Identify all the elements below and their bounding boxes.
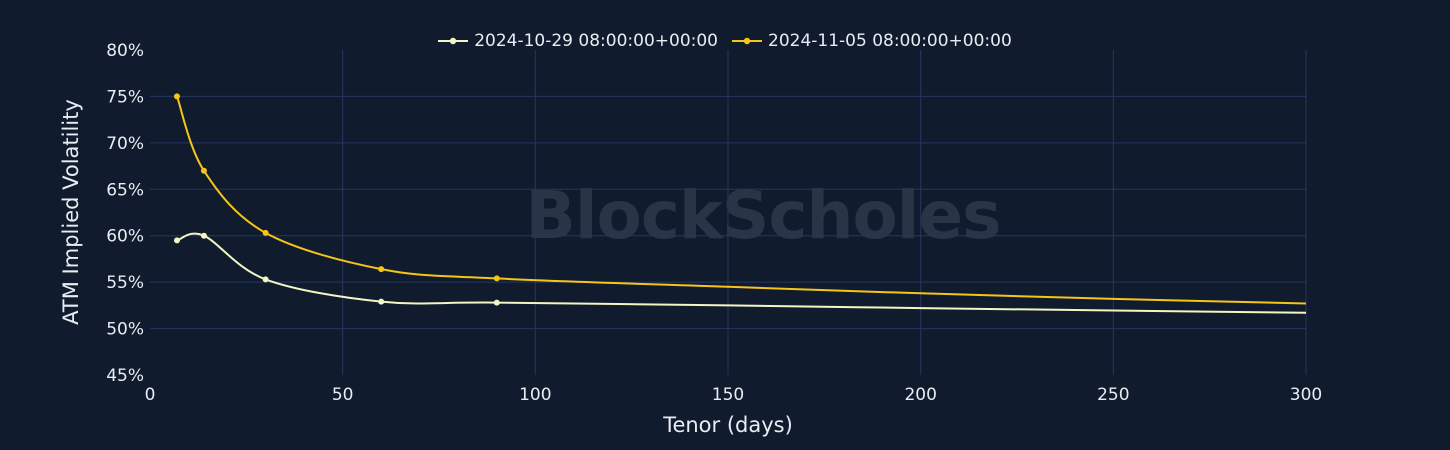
legend-swatch-series-2: [732, 37, 762, 45]
series-line-1: [176, 232, 1307, 314]
data-point[interactable]: [173, 237, 180, 244]
legend: 2024-10-29 08:00:00+00:00 2024-11-05 08:…: [0, 31, 1450, 51]
data-point[interactable]: [378, 266, 385, 273]
x-tick-label: 0: [145, 385, 156, 405]
y-tick-label: 80%: [106, 41, 144, 61]
data-point[interactable]: [200, 167, 207, 174]
x-tick-label: 300: [1290, 385, 1322, 405]
x-tick-label: 150: [712, 385, 744, 405]
x-tick-label: 200: [904, 385, 936, 405]
series-line-2: [176, 96, 1307, 305]
grid: [150, 50, 1307, 375]
legend-item-series-1[interactable]: 2024-10-29 08:00:00+00:00: [438, 31, 718, 51]
legend-item-series-2[interactable]: 2024-11-05 08:00:00+00:00: [732, 31, 1012, 51]
x-tick-label: 100: [519, 385, 551, 405]
legend-label-series-2: 2024-11-05 08:00:00+00:00: [768, 31, 1012, 51]
y-tick-label: 70%: [106, 134, 144, 154]
y-tick-label: 55%: [106, 273, 144, 293]
legend-swatch-series-1: [438, 37, 469, 45]
data-point[interactable]: [262, 229, 269, 236]
x-tick-label: 250: [1097, 385, 1129, 405]
x-tick-label: 50: [332, 385, 354, 405]
x-axis-title: Tenor (days): [662, 413, 793, 437]
watermark: BlockScholes: [526, 177, 1001, 254]
data-point[interactable]: [493, 275, 500, 282]
legend-label-series-1: 2024-10-29 08:00:00+00:00: [474, 31, 718, 51]
y-tick-label: 50%: [106, 320, 144, 340]
data-point[interactable]: [262, 276, 269, 283]
y-tick-label: 60%: [106, 227, 144, 247]
y-axis-title: ATM Implied Volatility: [59, 99, 83, 325]
data-point[interactable]: [200, 232, 207, 239]
data-point[interactable]: [173, 93, 180, 100]
data-point[interactable]: [378, 298, 385, 305]
data-point[interactable]: [493, 299, 500, 306]
y-tick-label: 65%: [106, 180, 144, 200]
series-lines: [176, 96, 1307, 314]
series-markers: [173, 93, 500, 306]
x-ticks: 0 50 100 150 200 250 300: [145, 385, 1323, 405]
y-tick-label: 45%: [106, 366, 144, 386]
y-ticks: 45% 50% 55% 60% 65% 70% 75% 80%: [106, 41, 144, 386]
y-tick-label: 75%: [106, 87, 144, 107]
